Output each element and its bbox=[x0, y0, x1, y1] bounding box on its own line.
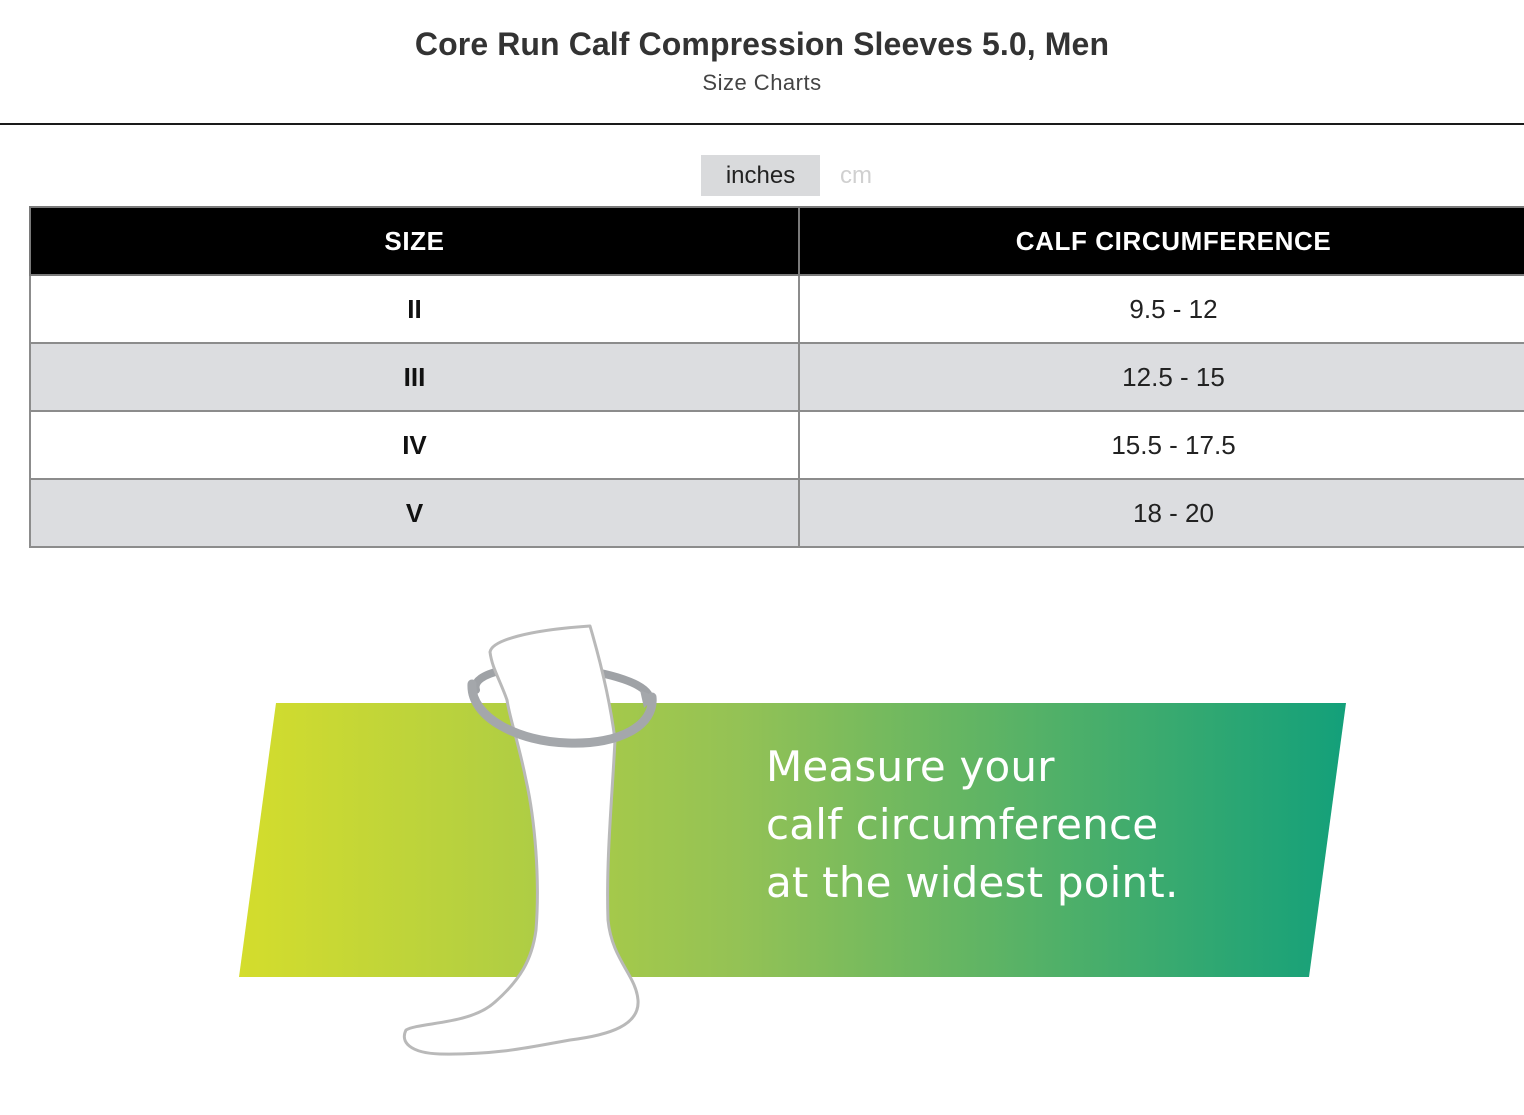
table-row: III 12.5 - 15 bbox=[29, 342, 1524, 412]
column-header-size: SIZE bbox=[29, 206, 800, 276]
instruction-line: at the widest point. bbox=[766, 858, 1179, 907]
calf-circumference-cell: 12.5 - 15 bbox=[798, 342, 1524, 412]
unit-toggle: inches cm bbox=[701, 155, 900, 196]
table-row: V 18 - 20 bbox=[29, 478, 1524, 548]
measure-illustration bbox=[239, 624, 1346, 1056]
page-subtitle: Size Charts bbox=[702, 70, 822, 95]
unit-inches-button[interactable]: inches bbox=[701, 155, 820, 196]
size-cell: III bbox=[29, 342, 800, 412]
calf-circumference-cell: 18 - 20 bbox=[798, 478, 1524, 548]
table-row: II 9.5 - 12 bbox=[29, 274, 1524, 344]
gradient-banner bbox=[239, 703, 1346, 977]
instruction-line: Measure your bbox=[766, 742, 1055, 791]
size-cell: V bbox=[29, 478, 800, 548]
size-cell: IV bbox=[29, 410, 800, 480]
leg-measure-icon bbox=[403, 624, 657, 1056]
size-cell: II bbox=[29, 274, 800, 344]
instruction-line: calf circumference bbox=[766, 800, 1159, 849]
size-chart-table: SIZE CALF CIRCUMFERENCE II 9.5 - 12 III … bbox=[29, 206, 1524, 548]
calf-circumference-cell: 15.5 - 17.5 bbox=[798, 410, 1524, 480]
unit-cm-button[interactable]: cm bbox=[840, 162, 872, 189]
table-row: IV 15.5 - 17.5 bbox=[29, 410, 1524, 480]
table-header-row: SIZE CALF CIRCUMFERENCE bbox=[29, 206, 1524, 276]
measure-instruction-text: Measure your calf circumference at the w… bbox=[766, 738, 1179, 912]
calf-circumference-cell: 9.5 - 12 bbox=[798, 274, 1524, 344]
column-header-calf-circumference: CALF CIRCUMFERENCE bbox=[798, 206, 1524, 276]
page-header: Core Run Calf Compression Sleeves 5.0, M… bbox=[0, 0, 1524, 125]
page-title: Core Run Calf Compression Sleeves 5.0, M… bbox=[414, 26, 1110, 62]
